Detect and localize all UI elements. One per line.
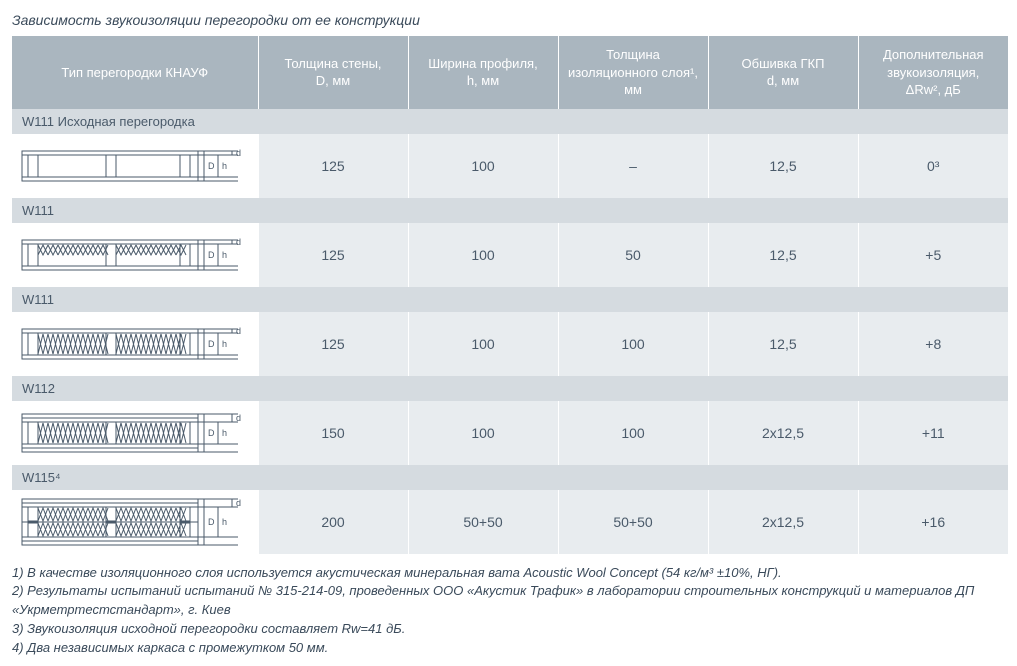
section-label: W111 (12, 198, 1008, 223)
cell-h: 100 (408, 223, 558, 287)
col-dR: Дополнительнаязвукоизоляция,ΔRw², дБ (858, 36, 1008, 109)
svg-text:D: D (208, 161, 215, 171)
cell-h: 50+50 (408, 490, 558, 554)
cell-dR: +11 (858, 401, 1008, 465)
table-row: Dhd20050+5050+502х12,5+16 (12, 490, 1008, 554)
cell-h: 100 (408, 134, 558, 198)
partition-diagram: Dhd (12, 223, 258, 287)
svg-text:h: h (222, 161, 227, 171)
cell-iso: 50+50 (558, 490, 708, 554)
footnote-3: 3) Звукоизоляция исходной перегородки со… (12, 620, 1005, 639)
partition-diagram: Dhd (12, 134, 258, 198)
cell-D: 125 (258, 223, 408, 287)
svg-text:d: d (236, 498, 241, 508)
svg-text:D: D (208, 339, 215, 349)
section-label: W115⁴ (12, 465, 1008, 490)
cell-dR: +16 (858, 490, 1008, 554)
table-row: Dhd1501001002х12,5+11 (12, 401, 1008, 465)
cell-D: 200 (258, 490, 408, 554)
footnote-1: 1) В качестве изоляционного слоя использ… (12, 564, 1005, 583)
cell-d: 2х12,5 (708, 401, 858, 465)
cell-D: 150 (258, 401, 408, 465)
section-label: W111 Исходная перегородка (12, 109, 1008, 134)
cell-d: 12,5 (708, 223, 858, 287)
svg-text:D: D (208, 250, 215, 260)
table-header-row: Тип перегородки КНАУФ Толщина стены,D, м… (12, 36, 1008, 109)
section-row: W111 (12, 198, 1008, 223)
svg-text:h: h (222, 517, 227, 527)
section-label: W112 (12, 376, 1008, 401)
section-row: W115⁴ (12, 465, 1008, 490)
partition-diagram: Dhd (12, 490, 258, 554)
cell-dR: 0³ (858, 134, 1008, 198)
partition-diagram: Dhd (12, 401, 258, 465)
section-row: W112 (12, 376, 1008, 401)
cell-iso: 100 (558, 401, 708, 465)
table-row: Dhd1251005012,5+5 (12, 223, 1008, 287)
cell-dR: +8 (858, 312, 1008, 376)
footnotes: 1) В качестве изоляционного слоя использ… (12, 564, 1005, 658)
svg-text:h: h (222, 250, 227, 260)
cell-h: 100 (408, 312, 558, 376)
cell-d: 2х12,5 (708, 490, 858, 554)
cell-iso: 100 (558, 312, 708, 376)
section-row: W111 Исходная перегородка (12, 109, 1008, 134)
svg-text:d: d (236, 326, 241, 336)
svg-text:h: h (222, 428, 227, 438)
svg-text:d: d (236, 237, 241, 247)
svg-text:d: d (236, 413, 241, 423)
section-row: W111 (12, 287, 1008, 312)
cell-d: 12,5 (708, 134, 858, 198)
svg-text:D: D (208, 517, 215, 527)
section-label: W111 (12, 287, 1008, 312)
cell-d: 12,5 (708, 312, 858, 376)
cell-iso: – (558, 134, 708, 198)
soundproof-table: Тип перегородки КНАУФ Толщина стены,D, м… (12, 36, 1008, 554)
table-row: Dhd125100–12,50³ (12, 134, 1008, 198)
svg-text:h: h (222, 339, 227, 349)
col-type: Тип перегородки КНАУФ (12, 36, 258, 109)
cell-D: 125 (258, 134, 408, 198)
cell-iso: 50 (558, 223, 708, 287)
col-d: Обшивка ГКПd, мм (708, 36, 858, 109)
svg-text:d: d (236, 148, 241, 158)
cell-h: 100 (408, 401, 558, 465)
cell-dR: +5 (858, 223, 1008, 287)
partition-diagram: Dhd (12, 312, 258, 376)
col-iso: Толщинаизоляционного слоя¹,мм (558, 36, 708, 109)
col-h: Ширина профиля,h, мм (408, 36, 558, 109)
svg-text:D: D (208, 428, 215, 438)
footnote-4: 4) Два независимых каркаса с промежутком… (12, 639, 1005, 658)
page-title: Зависимость звукоизоляции перегородки от… (12, 12, 1005, 28)
footnote-2: 2) Результаты испытаний испытаний № 315-… (12, 582, 1005, 620)
col-D: Толщина стены,D, мм (258, 36, 408, 109)
cell-D: 125 (258, 312, 408, 376)
table-row: Dhd12510010012,5+8 (12, 312, 1008, 376)
